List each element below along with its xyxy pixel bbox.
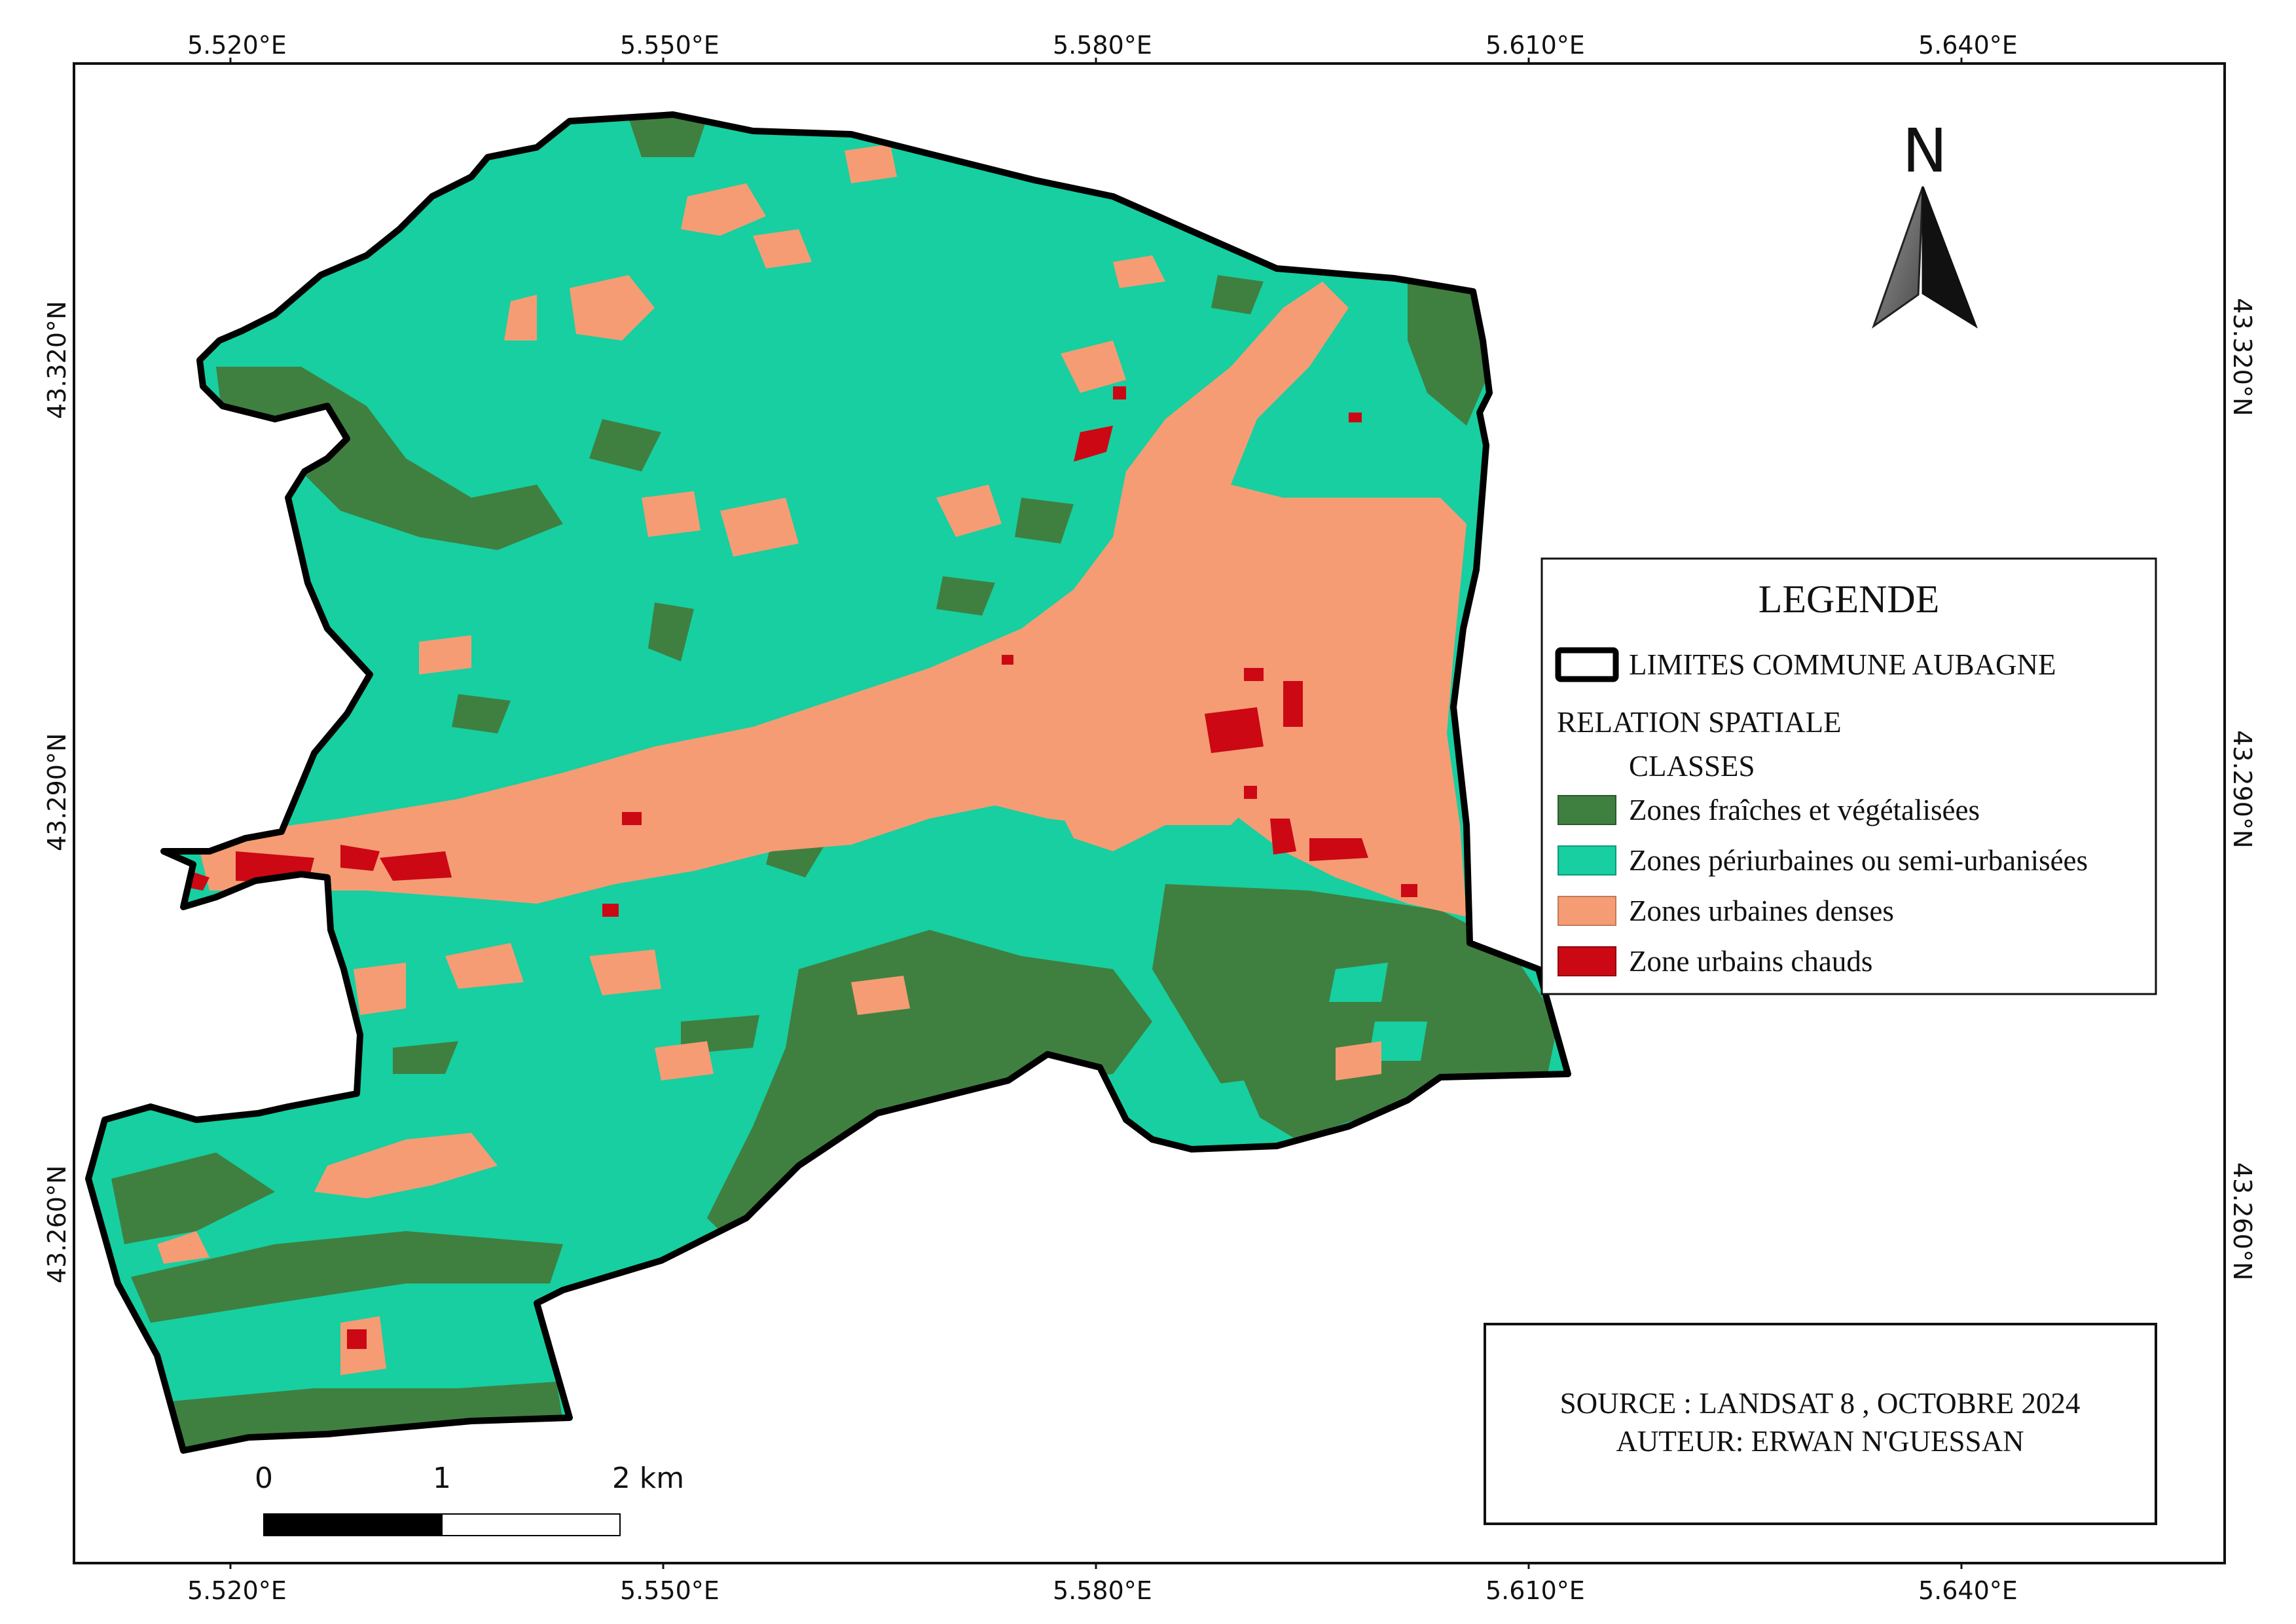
lon-label: 5.550°E: [620, 31, 720, 60]
lon-label: 5.640°E: [1918, 1576, 2018, 1605]
lon-label: 5.610°E: [1485, 31, 1585, 60]
legend-swatch-periurban: [1558, 845, 1616, 876]
source-frame: [1484, 1323, 2157, 1525]
legend-class-label: Zones fraîches et végétalisées: [1629, 794, 1980, 826]
lat-label: 43.260°N: [43, 1166, 71, 1283]
legend-group-label: RELATION SPATIALE: [1557, 706, 1842, 739]
north-label: N: [1903, 116, 1948, 186]
land-cover-raster: [88, 115, 1568, 1450]
legend-swatch-urban-dense: [1558, 896, 1616, 926]
legend-box: [1540, 557, 2157, 995]
lon-label: 5.520°E: [187, 31, 287, 60]
lat-label: 43.290°N: [43, 733, 71, 851]
commune-boundary: [85, 111, 1571, 1454]
lat-label: 43.320°N: [2228, 298, 2257, 416]
lat-label: 43.320°N: [43, 301, 71, 419]
lon-label: 5.640°E: [1918, 31, 2018, 60]
legend-swatch-hot-urban: [1558, 946, 1616, 976]
scale-segment-light: [441, 1513, 621, 1536]
periurban-patches: [1192, 963, 1427, 1139]
legend-title: LEGENDE: [1758, 578, 1940, 621]
lon-label: 5.610°E: [1485, 1576, 1585, 1605]
legend-subgroup-label: CLASSES: [1629, 750, 1755, 783]
lat-label: 43.260°N: [2228, 1162, 2257, 1280]
latitude-labels-left: 43.320°N 43.290°N 43.260°N: [43, 301, 71, 1283]
north-arrow-right-half: [1922, 186, 1978, 329]
urban-dense-zones: [157, 144, 1467, 1375]
latitude-labels-right: 43.320°N 43.290°N 43.260°N: [2228, 298, 2257, 1280]
lon-label: 5.580°E: [1053, 31, 1152, 60]
map-frame: [73, 62, 2226, 1564]
scale-bar: 0 1 2 km: [255, 1462, 684, 1536]
scale-label: 0: [255, 1462, 273, 1495]
north-arrow: N: [1872, 116, 1978, 329]
scale-label: 1: [433, 1462, 451, 1495]
legend-class-label: Zone urbains chauds: [1629, 945, 1872, 978]
author-line: AUTEUR: ERWAN N'GUESSAN: [1616, 1425, 2024, 1458]
source-box: SOURCE : LANDSAT 8 , OCTOBRE 2024 AUTEUR…: [1484, 1323, 2157, 1525]
north-arrow-left-half: [1872, 186, 1924, 329]
lon-label: 5.580°E: [1053, 1576, 1152, 1605]
lon-label: 5.550°E: [620, 1576, 720, 1605]
boundary-swatch: [1555, 647, 1619, 682]
legend: LEGENDE LIMITES COMMUNE AUBAGNE RELATION…: [1540, 557, 2157, 995]
scale-segment-dark: [263, 1513, 443, 1536]
legend-class-label: Zones urbaines denses: [1629, 895, 1894, 927]
legend-swatch-vegetation: [1558, 795, 1616, 825]
legend-class-label: Zones périurbaines ou semi-urbanisées: [1629, 844, 2088, 877]
longitude-labels-bottom: 5.520°E 5.550°E 5.580°E 5.610°E 5.640°E: [187, 1576, 2018, 1605]
boundary-legend-label: LIMITES COMMUNE AUBAGNE: [1629, 648, 2056, 681]
scale-label: 2 km: [612, 1462, 684, 1495]
lon-label: 5.520°E: [187, 1576, 287, 1605]
source-line: SOURCE : LANDSAT 8 , OCTOBRE 2024: [1560, 1387, 2081, 1420]
longitude-labels-top: 5.520°E 5.550°E 5.580°E 5.610°E 5.640°E: [187, 31, 2018, 60]
lat-label: 43.290°N: [2228, 730, 2257, 848]
graticule-ticks: [229, 58, 1963, 1569]
